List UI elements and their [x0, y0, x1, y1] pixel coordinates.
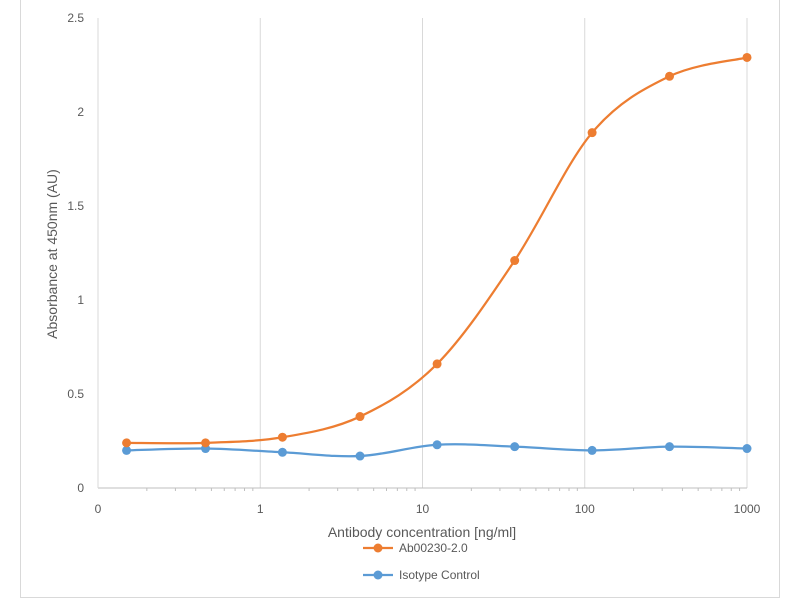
data-point	[122, 445, 132, 455]
y-tick-label: 0	[77, 481, 84, 495]
data-point	[122, 438, 132, 448]
y-tick-label: 1.5	[67, 199, 84, 213]
y-tick-label: 2.5	[67, 11, 84, 25]
series-line	[126, 56, 748, 445]
series-isotype-control	[122, 440, 752, 461]
y-tick-labels: 0 0.5 1 1.5 2 2.5	[67, 11, 84, 495]
legend-swatch-marker	[373, 543, 383, 553]
legend-label: Isotype Control	[399, 568, 480, 582]
data-point	[355, 451, 365, 461]
data-point	[201, 438, 211, 448]
x-tick-label: 100	[575, 502, 595, 516]
data-point	[587, 128, 597, 138]
data-point	[510, 442, 520, 452]
x-tick-label: 1	[257, 502, 264, 516]
data-point	[277, 447, 287, 457]
legend-label: Ab00230-2.0	[399, 541, 468, 555]
y-tick-label: 2	[77, 105, 84, 119]
legend-swatch-marker	[373, 570, 383, 580]
data-point	[665, 71, 675, 81]
grid	[259, 18, 748, 488]
data-point	[587, 445, 597, 455]
data-point	[742, 444, 752, 454]
data-point	[665, 442, 675, 452]
x-tick-labels: 0 1 10 100 1000	[95, 502, 761, 516]
series-layer	[122, 52, 752, 461]
legend: Ab00230-2.0 Isotype Control	[363, 541, 480, 582]
data-point	[432, 440, 442, 450]
x-tick-label: 10	[416, 502, 430, 516]
x-tick-label: 0	[95, 502, 102, 516]
data-point	[277, 432, 287, 442]
y-tick-label: 1	[77, 293, 84, 307]
x-axis-title: Antibody concentration [ng/ml]	[328, 524, 516, 540]
data-point	[742, 52, 752, 62]
data-point	[432, 359, 442, 369]
x-tick-label: 1000	[734, 502, 761, 516]
data-point	[510, 256, 520, 266]
y-tick-label: 0.5	[67, 387, 84, 401]
series-ab00230-2-0	[122, 52, 752, 448]
data-point	[355, 412, 365, 422]
legend-item: Ab00230-2.0	[363, 541, 468, 555]
chart-frame	[20, 0, 780, 598]
legend-item: Isotype Control	[363, 568, 480, 582]
y-axis-title: Absorbance at 450nm (AU)	[44, 169, 60, 339]
